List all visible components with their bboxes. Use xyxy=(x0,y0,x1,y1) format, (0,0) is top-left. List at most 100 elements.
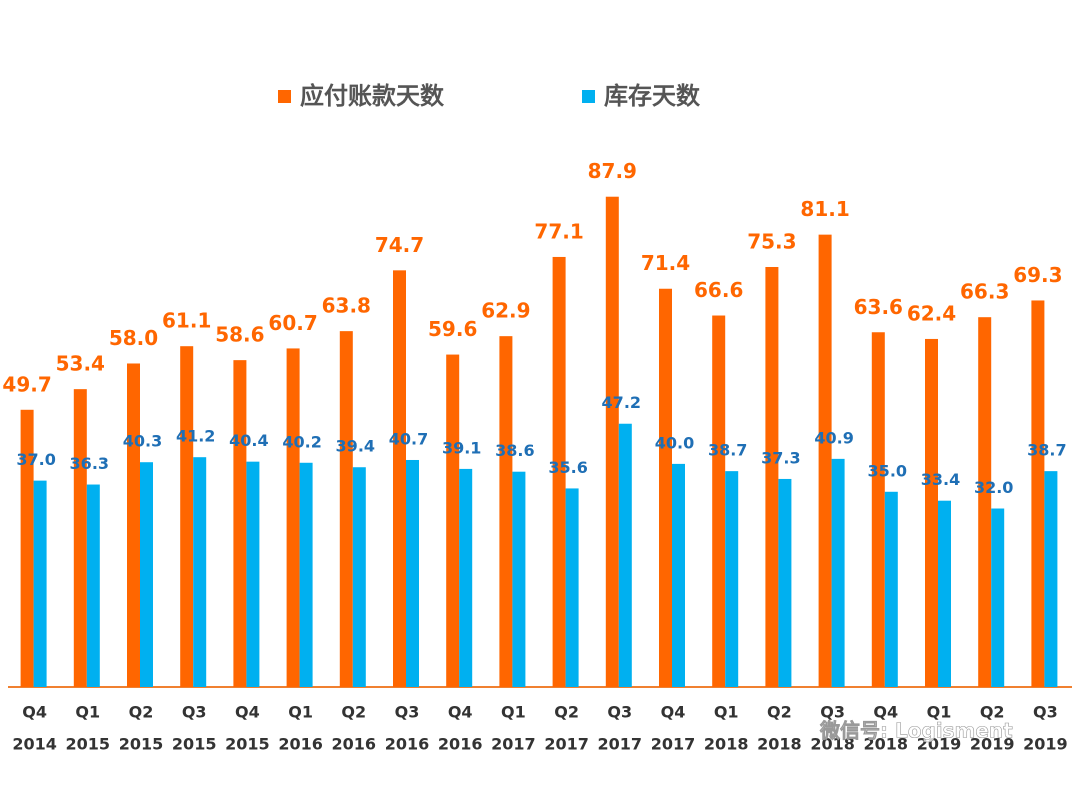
bar xyxy=(991,508,1005,687)
x-tick-label: Q1 xyxy=(75,703,100,722)
value-label: 38.7 xyxy=(1027,441,1066,460)
value-label: 40.2 xyxy=(282,432,321,451)
bar xyxy=(978,317,992,687)
value-label: 58.6 xyxy=(215,323,264,347)
bar xyxy=(459,468,473,687)
x-tick-label: Q4 xyxy=(22,703,47,722)
value-label: 47.2 xyxy=(602,393,641,412)
x-tick-label: Q2 xyxy=(980,703,1005,722)
bar xyxy=(86,484,100,687)
bar xyxy=(659,288,672,687)
x-tick-label: Q4 xyxy=(661,703,686,722)
value-label: 60.7 xyxy=(268,311,317,335)
bar xyxy=(233,360,247,687)
value-label: 71.4 xyxy=(641,251,690,275)
value-label: 62.4 xyxy=(907,301,956,325)
bar xyxy=(180,346,194,687)
x-tick-label: 2017 xyxy=(598,735,643,754)
value-label: 77.1 xyxy=(534,219,583,243)
x-tick-label: Q2 xyxy=(341,703,366,722)
x-tick-label: 2015 xyxy=(172,735,217,754)
bar xyxy=(246,461,260,687)
bar xyxy=(672,463,685,687)
legend-swatch xyxy=(278,90,291,103)
x-tick-label: Q3 xyxy=(820,703,845,722)
bar xyxy=(339,331,353,687)
bar xyxy=(73,389,87,687)
bar xyxy=(831,458,845,687)
bar xyxy=(127,363,140,687)
x-tick-label: 2018 xyxy=(864,735,909,754)
value-label: 53.4 xyxy=(56,352,105,376)
x-tick-label: 2015 xyxy=(119,735,164,754)
value-label: 81.1 xyxy=(800,197,849,221)
x-tick-label: Q1 xyxy=(501,703,526,722)
x-tick-label: 2019 xyxy=(1023,735,1068,754)
bar xyxy=(512,471,526,687)
value-label: 32.0 xyxy=(974,478,1013,497)
value-label: 36.3 xyxy=(70,454,109,473)
value-label: 38.7 xyxy=(708,441,747,460)
x-tick-label: 2018 xyxy=(704,735,749,754)
value-label: 40.0 xyxy=(655,433,694,452)
bar xyxy=(33,480,47,687)
value-label: 37.0 xyxy=(16,450,55,469)
bar xyxy=(778,478,792,687)
value-label: 74.7 xyxy=(375,233,424,257)
bar xyxy=(871,332,885,687)
value-label: 87.9 xyxy=(588,159,637,183)
bar xyxy=(140,462,153,687)
bar xyxy=(299,462,313,687)
x-tick-label: 2018 xyxy=(810,735,855,754)
value-label: 61.1 xyxy=(162,309,211,333)
value-label: 40.7 xyxy=(389,429,428,448)
value-label: 39.4 xyxy=(336,437,375,456)
value-label: 35.0 xyxy=(868,461,907,480)
x-tick-label: Q2 xyxy=(554,703,579,722)
value-label: 75.3 xyxy=(747,229,796,253)
bar xyxy=(286,348,300,687)
value-label: 58.0 xyxy=(109,326,158,350)
value-label: 37.3 xyxy=(761,448,800,467)
bar xyxy=(925,338,938,687)
value-label: 62.9 xyxy=(481,299,530,323)
bar xyxy=(20,409,34,687)
x-tick-label: Q3 xyxy=(607,703,632,722)
value-label: 63.8 xyxy=(322,294,371,318)
watermark: 微信号: Logisment xyxy=(819,719,1013,743)
value-label: 33.4 xyxy=(921,470,960,489)
bar xyxy=(352,467,366,687)
x-tick-label: 2016 xyxy=(438,735,483,754)
x-tick-label: 2014 xyxy=(12,735,57,754)
bar xyxy=(605,196,619,688)
x-tick-label: 2015 xyxy=(225,735,270,754)
x-tick-label: 2016 xyxy=(278,735,323,754)
bar xyxy=(712,315,726,687)
x-tick-label: 2018 xyxy=(757,735,802,754)
x-tick-label: 2017 xyxy=(544,735,589,754)
value-label: 38.6 xyxy=(495,441,534,460)
bar xyxy=(1031,300,1045,687)
value-label: 35.6 xyxy=(548,458,587,477)
x-tick-label: Q3 xyxy=(395,703,420,722)
x-tick-label: Q1 xyxy=(288,703,313,722)
x-tick-label: Q3 xyxy=(1033,703,1058,722)
legend-swatch xyxy=(582,90,595,103)
bar xyxy=(565,488,579,687)
bar xyxy=(765,266,779,687)
x-tick-label: 2015 xyxy=(66,735,111,754)
x-tick-label: Q2 xyxy=(129,703,154,722)
x-tick-label: Q2 xyxy=(767,703,792,722)
x-tick-label: 2017 xyxy=(651,735,696,754)
legend-label: 应付账款天数 xyxy=(300,82,445,110)
value-label: 41.2 xyxy=(176,427,215,446)
x-tick-label: Q3 xyxy=(182,703,207,722)
value-label: 66.6 xyxy=(694,278,743,302)
bar xyxy=(618,423,632,687)
bar xyxy=(818,234,832,688)
x-tick-label: Q1 xyxy=(927,703,952,722)
value-label: 39.1 xyxy=(442,438,481,457)
value-label: 40.4 xyxy=(229,431,268,450)
bar xyxy=(1044,471,1058,687)
